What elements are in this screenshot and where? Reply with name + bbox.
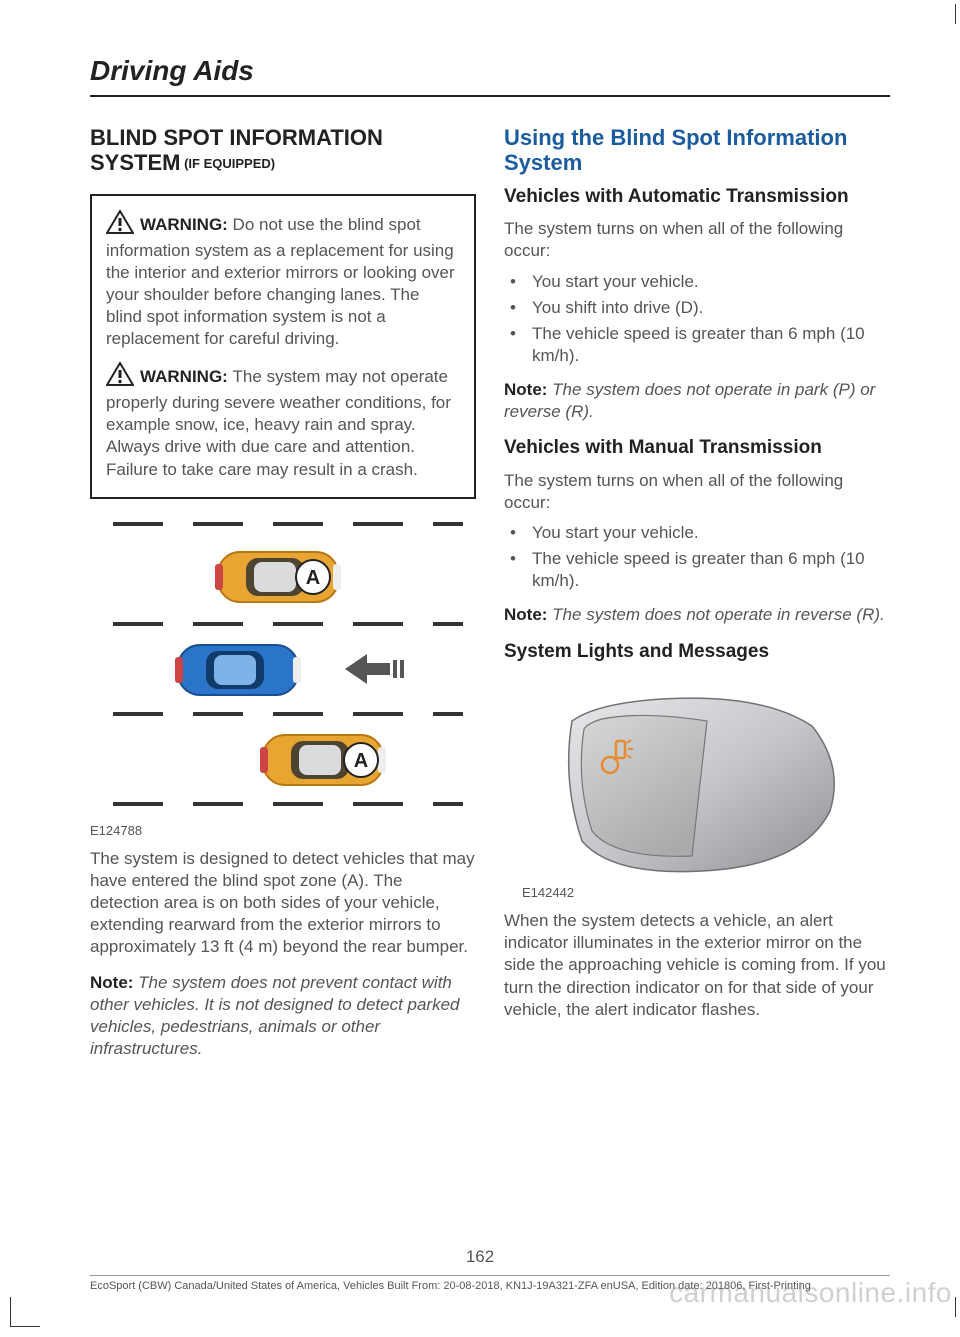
figure-code: E124788 [90, 823, 476, 838]
manual-list: You start your vehicle. The vehicle spee… [504, 522, 890, 592]
warning-text: Do not use the blind spot information sy… [106, 215, 455, 348]
section-heading-suffix: (IF EQUIPPED) [180, 156, 275, 171]
list-item: You start your vehicle. [504, 522, 890, 544]
manual-note: Note: The system does not operate in rev… [504, 604, 890, 626]
crop-mark-icon [950, 4, 956, 24]
warning-box: WARNING: Do not use the blind spot infor… [90, 194, 476, 499]
lights-paragraph: When the system detects a vehicle, an al… [504, 910, 890, 1020]
auto-list: You start your vehicle. You shift into d… [504, 271, 890, 367]
manual-intro: The system turns on when all of the foll… [504, 470, 890, 514]
svg-text:A: A [306, 567, 320, 589]
note-text: The system does not operate in park (P) … [504, 380, 875, 421]
warning-label: WARNING: [140, 367, 233, 386]
description-paragraph: The system is designed to detect vehicle… [90, 848, 476, 958]
note-label: Note: [504, 380, 552, 399]
list-item: You start your vehicle. [504, 271, 890, 293]
page-title: Driving Aids [90, 55, 890, 87]
note-text: The system does not operate in reverse (… [552, 605, 885, 624]
auto-note: Note: The system does not operate in par… [504, 379, 890, 423]
watermark: carmanualsonline.info [669, 1277, 952, 1309]
warning-triangle-icon [106, 362, 134, 392]
using-heading: Using the Blind Spot Information System [504, 125, 890, 176]
section-heading: BLIND SPOT INFORMATION SYSTEM (IF EQUIPP… [90, 125, 476, 176]
crop-mark-icon [950, 1297, 956, 1317]
list-item: The vehicle speed is greater than 6 mph … [504, 548, 890, 592]
header-rule [90, 95, 890, 97]
note-label: Note: [504, 605, 552, 624]
figure-code: E142442 [504, 885, 890, 900]
note-label: Note: [90, 973, 138, 992]
section-heading-line1: BLIND SPOT INFORMATION [90, 125, 383, 150]
auto-trans-heading: Vehicles with Automatic Transmission [504, 186, 890, 209]
lights-heading: System Lights and Messages [504, 641, 890, 664]
warning-label: WARNING: [140, 215, 233, 234]
manual-trans-heading: Vehicles with Manual Transmission [504, 437, 890, 460]
list-item: The vehicle speed is greater than 6 mph … [504, 323, 890, 367]
auto-intro: The system turns on when all of the foll… [504, 218, 890, 262]
list-item: You shift into drive (D). [504, 297, 890, 319]
mirror-figure [552, 681, 842, 881]
crop-mark-icon [10, 1297, 40, 1327]
note-paragraph: Note: The system does not prevent contac… [90, 972, 476, 1060]
warning-triangle-icon [106, 210, 134, 240]
page-number: 162 [0, 1247, 960, 1267]
blind-spot-diagram: A [90, 509, 476, 819]
left-column: BLIND SPOT INFORMATION SYSTEM (IF EQUIPP… [90, 125, 476, 1074]
svg-text:A: A [354, 750, 368, 772]
section-heading-line2: SYSTEM [90, 150, 180, 175]
warning-2: WARNING: The system may not operate prop… [106, 362, 460, 480]
note-text: The system does not prevent contact with… [90, 973, 460, 1058]
warning-1: WARNING: Do not use the blind spot infor… [106, 210, 460, 351]
right-column: Using the Blind Spot Information System … [504, 125, 890, 1074]
